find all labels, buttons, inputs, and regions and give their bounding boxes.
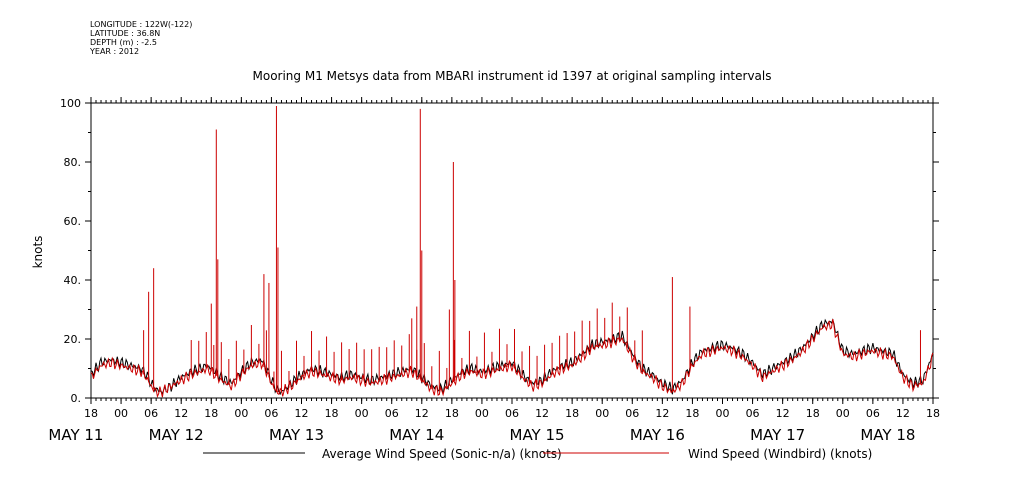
x-tick-label: 18 [806,407,820,420]
legend: Average Wind Speed (Sonic-n/a) (knots) W… [203,447,872,461]
y-tick-label: 80. [64,156,82,169]
x-tick-label: 12 [896,407,910,420]
day-label: MAY 17 [750,426,805,444]
x-tick-label: 12 [535,407,549,420]
x-tick-label: 06 [625,407,639,420]
x-tick-label: 12 [655,407,669,420]
x-tick-label: 18 [685,407,699,420]
y-axis-label: knots [31,236,45,269]
x-tick-label: 18 [325,407,339,420]
series-line [90,318,934,396]
metadata-block: LONGITUDE : 122W(-122) LATITUDE : 36.8N … [90,20,192,56]
meta-longitude: LONGITUDE : 122W(-122) [90,20,193,29]
axes-group [90,102,934,399]
x-tick-label: 12 [174,407,188,420]
day-label: MAY 11 [48,426,103,444]
x-tick-label: 06 [264,407,278,420]
x-tick-label: 18 [204,407,218,420]
x-tick-label: 18 [565,407,579,420]
x-tick-label: 00 [836,407,850,420]
day-label: MAY 12 [149,426,204,444]
series-black-group [90,318,934,396]
y-tick-label: 0. [71,392,82,405]
day-label: MAY 14 [389,426,444,444]
x-tick-label: 00 [716,407,730,420]
y-tick-label: 100 [60,97,81,110]
day-label: MAY 15 [510,426,565,444]
x-tick-label: 12 [295,407,309,420]
plot-frame [90,102,934,399]
x-tick-label: 18 [84,407,98,420]
tick-label-group: 0. 20. 40. 60. 80. 100 18 00 06 12 18 00 06 12 18 00 06 1… [48,97,940,444]
day-label: MAY 13 [269,426,324,444]
series-line [90,319,934,399]
y-tick-label: 40. [64,274,82,287]
y-tick-label: 60. [64,215,82,228]
meta-latitude: LATITUDE : 36.8N [90,29,161,38]
x-tick-label: 00 [355,407,369,420]
x-tick-label: 06 [505,407,519,420]
legend-label-black: Average Wind Speed (Sonic-n/a) (knots) [322,447,562,461]
meta-year: YEAR : 2012 [90,47,140,56]
legend-label-red: Wind Speed (Windbird) (knots) [688,447,872,461]
x-tick-label: 00 [234,407,248,420]
day-label: MAY 18 [860,426,915,444]
x-tick-label: 18 [926,407,940,420]
x-tick-label: 00 [595,407,609,420]
chart-title: Mooring M1 Metsys data from MBARI instru… [253,69,772,83]
meta-depth: DEPTH (m) : -2.5 [90,38,157,47]
day-label: MAY 16 [630,426,685,444]
x-tick-label: 12 [776,407,790,420]
tick-group [85,97,939,404]
series-red-group [90,105,934,399]
x-tick-label: 06 [746,407,760,420]
y-tick-label: 20. [64,333,82,346]
x-tick-label: 18 [445,407,459,420]
x-tick-label: 06 [866,407,880,420]
x-tick-label: 00 [475,407,489,420]
x-tick-label: 12 [415,407,429,420]
x-tick-label: 06 [385,407,399,420]
x-tick-label: 06 [144,407,158,420]
x-tick-label: 00 [114,407,128,420]
